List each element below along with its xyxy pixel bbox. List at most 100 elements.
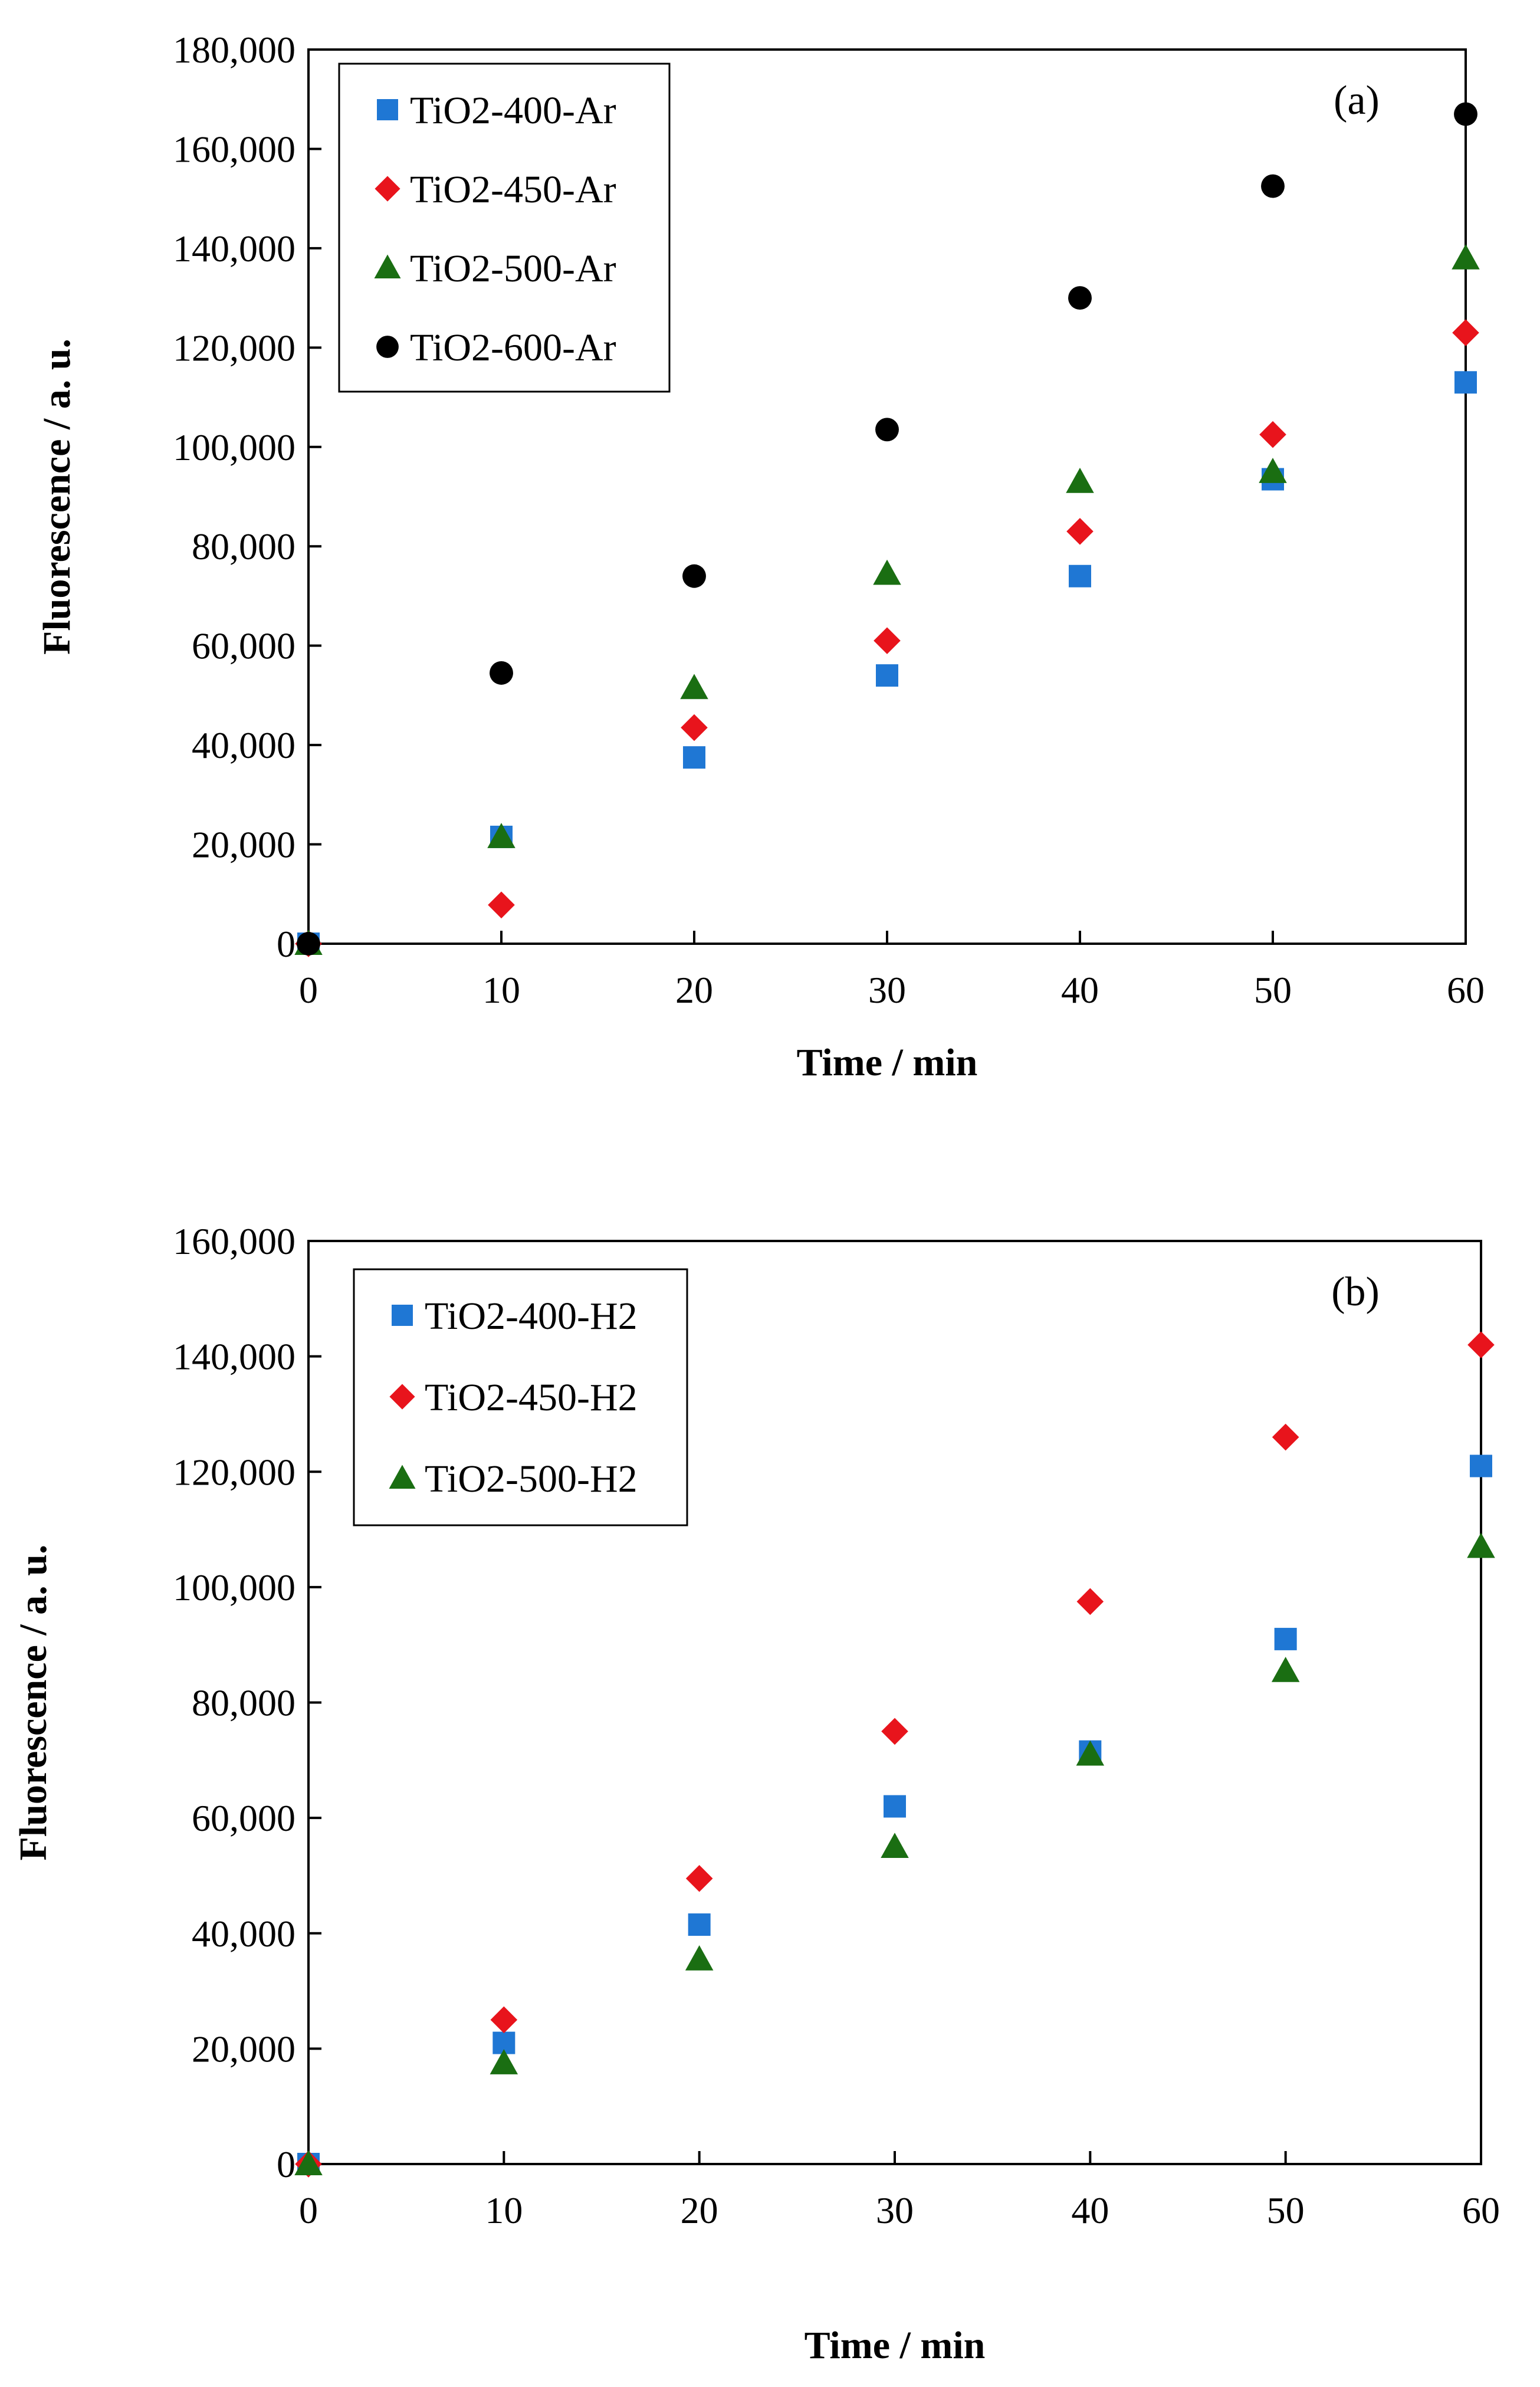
data-point <box>685 1865 713 1892</box>
data-point <box>490 2049 518 2074</box>
legend-entry: TiO2-450-H2 <box>389 1376 638 1419</box>
x-tick-label: 20 <box>681 2189 718 2231</box>
data-point <box>680 674 708 700</box>
data-point <box>884 1795 906 1818</box>
legend-label: TiO2-600-Ar <box>410 326 616 369</box>
legend-entry: TiO2-450-Ar <box>375 168 616 211</box>
data-point <box>1454 102 1477 126</box>
data-markers <box>294 102 1480 957</box>
data-point <box>1069 564 1091 587</box>
y-tick-label: 100,000 <box>173 1567 295 1608</box>
x-axis-title: Time / min <box>805 2324 986 2367</box>
legend-label: TiO2-450-Ar <box>410 168 616 211</box>
y-tick-label: 60,000 <box>192 1797 295 1839</box>
legend-label: TiO2-400-H2 <box>425 1295 638 1338</box>
legend-marker-square <box>377 99 398 120</box>
data-point <box>1454 371 1477 394</box>
data-point <box>688 1913 711 1936</box>
data-point <box>1068 286 1092 310</box>
y-tick-label: 140,000 <box>173 228 295 270</box>
y-axis-ticks: 0 20,000 40,000 60,000 80,000 100,000 120,000 1… <box>173 1220 321 2185</box>
x-axis-title: Time / min <box>797 1041 978 1084</box>
data-point <box>1066 518 1094 545</box>
data-point <box>490 661 513 685</box>
data-point <box>1261 174 1285 198</box>
chart-panel-a: 0 20,000 40,000 60,000 80,000 100,000 120,000 1… <box>35 29 1485 1084</box>
data-point <box>294 2150 323 2175</box>
data-point <box>1259 421 1286 448</box>
data-point <box>487 823 515 848</box>
data-point <box>1274 1627 1297 1650</box>
data-point <box>682 564 706 588</box>
y-tick-label: 160,000 <box>173 1220 295 1262</box>
data-point <box>490 2006 518 2034</box>
y-tick-label: 40,000 <box>192 1913 295 1955</box>
y-tick-label: 0 <box>277 923 295 965</box>
x-tick-label: 50 <box>1267 2189 1305 2231</box>
x-tick-label: 10 <box>485 2189 523 2231</box>
legend-label: TiO2-400-Ar <box>410 89 616 132</box>
data-point <box>874 627 901 655</box>
data-point <box>1467 1532 1495 1558</box>
legend-marker-circle <box>376 336 399 358</box>
data-point <box>881 1833 909 1859</box>
x-tick-label: 30 <box>876 2189 914 2231</box>
x-tick-label: 40 <box>1061 969 1099 1011</box>
x-tick-label: 30 <box>868 969 906 1011</box>
data-point <box>1452 319 1479 346</box>
data-point <box>1452 244 1480 270</box>
y-tick-label: 0 <box>277 2143 295 2185</box>
y-tick-label: 80,000 <box>192 1682 295 1724</box>
x-tick-label: 0 <box>299 2189 318 2231</box>
data-point <box>297 932 320 956</box>
y-tick-label: 100,000 <box>173 426 295 468</box>
legend-entry: TiO2-400-H2 <box>392 1295 638 1338</box>
legend: TiO2-400-H2 TiO2-450-H2 TiO2-500-H2 <box>353 1268 688 1526</box>
data-point <box>1272 1423 1299 1451</box>
data-point <box>1076 1740 1105 1766</box>
data-point <box>488 891 515 919</box>
legend-marker-diamond <box>375 176 400 202</box>
y-tick-label: 60,000 <box>192 625 295 667</box>
x-tick-label: 40 <box>1071 2189 1109 2231</box>
y-axis-ticks: 0 20,000 40,000 60,000 80,000 100,000 120,000 1… <box>173 29 321 965</box>
x-tick-label: 0 <box>299 969 318 1011</box>
x-tick-label: 60 <box>1447 969 1485 1011</box>
legend: TiO2-400-Ar TiO2-450-Ar TiO2-500-Ar TiO2… <box>338 63 671 393</box>
data-point <box>873 559 901 585</box>
legend-marker-triangle <box>389 1465 416 1489</box>
panel-label: (a) <box>1334 78 1380 123</box>
y-axis-title: Fluorescence / a. u. <box>12 1545 55 1861</box>
legend-marker-triangle <box>374 254 401 278</box>
x-tick-label: 20 <box>675 969 713 1011</box>
y-tick-label: 120,000 <box>173 1451 295 1493</box>
legend-marker-square <box>392 1305 413 1326</box>
data-point <box>1470 1454 1492 1477</box>
legend-entry: TiO2-500-H2 <box>389 1457 638 1501</box>
legend-label: TiO2-450-H2 <box>425 1376 638 1419</box>
data-point <box>881 1718 908 1745</box>
data-point <box>1076 1588 1104 1616</box>
data-point <box>1467 1331 1495 1358</box>
legend-entry: TiO2-400-Ar <box>377 89 616 132</box>
x-tick-label: 10 <box>482 969 520 1011</box>
data-point <box>1066 467 1094 493</box>
x-axis-ticks: 0 10 20 30 40 50 60 <box>299 2151 1500 2231</box>
data-point <box>685 1945 714 1971</box>
y-tick-label: 80,000 <box>192 526 295 567</box>
legend-label: TiO2-500-H2 <box>425 1457 638 1501</box>
data-point <box>875 418 899 442</box>
data-point <box>1259 458 1287 483</box>
data-point <box>876 664 898 687</box>
y-tick-label: 140,000 <box>173 1336 295 1378</box>
x-axis-ticks: 0 10 20 30 40 50 60 <box>299 931 1485 1011</box>
data-point <box>1271 1656 1300 1682</box>
legend-entry: TiO2-600-Ar <box>376 326 616 369</box>
y-tick-label: 120,000 <box>173 327 295 369</box>
y-tick-label: 180,000 <box>173 29 295 71</box>
chart-panel-b: 0 20,000 40,000 60,000 80,000 100,000 120,000 1… <box>12 1220 1500 2367</box>
data-point <box>681 714 708 741</box>
y-tick-label: 20,000 <box>192 2028 295 2070</box>
y-tick-label: 160,000 <box>173 128 295 170</box>
